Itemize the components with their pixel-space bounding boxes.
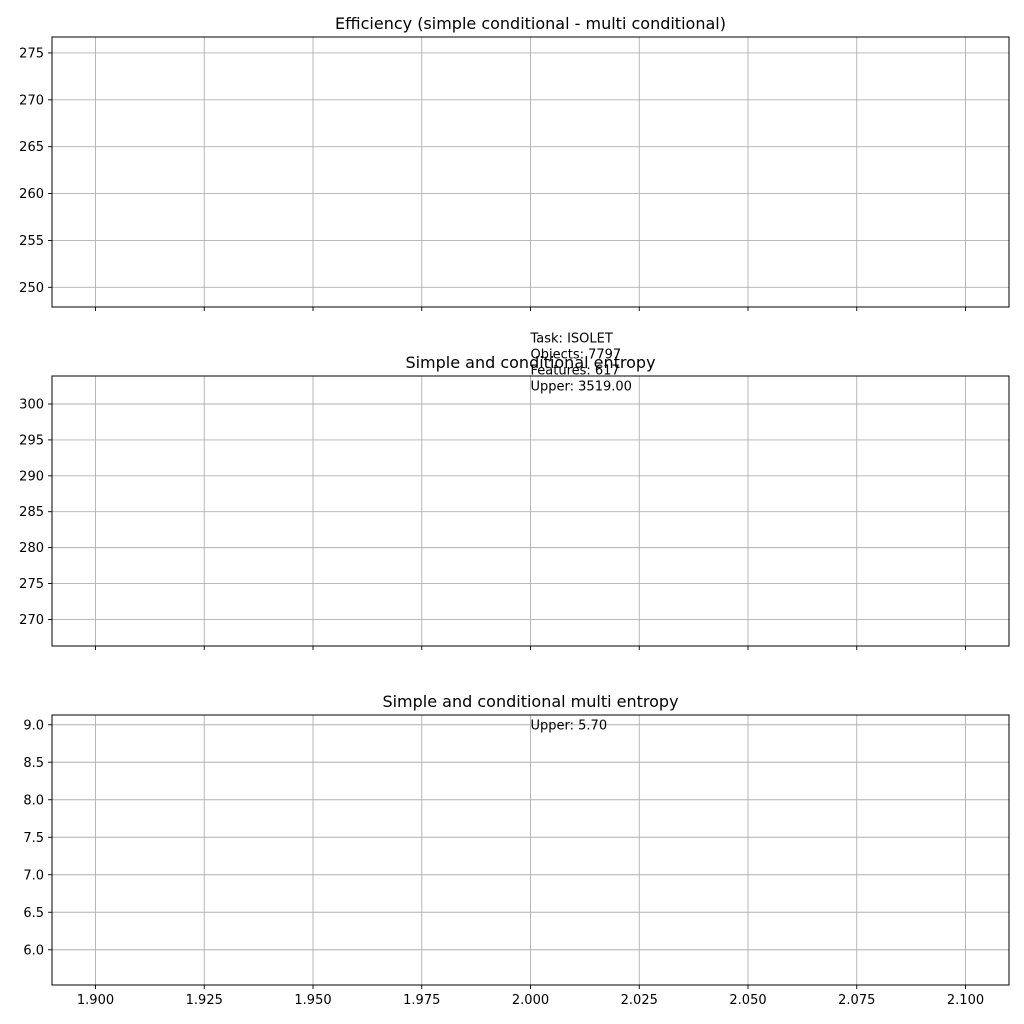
y-tick-label: 290 <box>19 469 44 484</box>
y-tick-label: 8.5 <box>23 756 44 771</box>
y-tick-label: 300 <box>19 398 44 413</box>
chart-title: Efficiency (simple conditional - multi c… <box>335 14 726 33</box>
axes-frame <box>51 36 1010 308</box>
efficiency-panel: 250 255 260 265 270 275 Efficiency (simple con… <box>19 14 1010 311</box>
y-tick-label: 285 <box>19 505 44 520</box>
y-tick-label: 255 <box>19 234 44 249</box>
x-tick-label: 2.000 <box>512 993 549 1008</box>
y-tick-label: 7.5 <box>23 831 44 846</box>
x-tick-label: 2.100 <box>947 993 984 1008</box>
chart-title: Simple and conditional multi entropy <box>382 692 678 711</box>
x-tick-label: 2.075 <box>838 993 875 1008</box>
y-tick-label: 7.0 <box>23 868 44 883</box>
x-tick-label: 1.950 <box>294 993 331 1008</box>
multi-entropy-panel: 1.900 1.925 1.950 1.975 2.000 2.025 2.050 2.075… <box>23 692 1010 1008</box>
y-tick-label: 260 <box>19 187 44 202</box>
annotation-text: Upper: 3519.00 <box>531 379 632 394</box>
x-tick-label: 2.025 <box>621 993 658 1008</box>
annotation-text: Upper: 5.70 <box>531 718 608 733</box>
y-tick-label: 265 <box>19 140 44 155</box>
annotation-text: Task: ISOLET <box>530 332 613 347</box>
y-tick-label: 8.0 <box>23 793 44 808</box>
y-tick-label: 280 <box>19 541 44 556</box>
x-tick-label: 1.900 <box>77 993 114 1008</box>
annotation-text: Objects: 7797 <box>531 348 622 363</box>
y-tick-label: 270 <box>19 613 44 628</box>
x-tick-label: 1.975 <box>403 993 440 1008</box>
y-tick-label: 9.0 <box>23 718 44 733</box>
y-tick-label: 6.0 <box>23 943 44 958</box>
x-tick-label: 2.050 <box>729 993 766 1008</box>
y-tick-label: 6.5 <box>23 906 44 921</box>
y-tick-label: 275 <box>19 46 44 61</box>
axes-frame <box>51 714 1010 986</box>
x-tick-label: 1.925 <box>186 993 223 1008</box>
y-tick-label: 250 <box>19 281 44 296</box>
simple-conditional-entropy-panel: 270 275 280 285 290 295 300 Simple and conditio… <box>19 353 1010 650</box>
y-tick-label: 295 <box>19 433 44 448</box>
annotation-text: Features: 617 <box>531 364 620 379</box>
y-tick-label: 275 <box>19 577 44 592</box>
axes-frame <box>51 375 1010 647</box>
y-tick-label: 270 <box>19 93 44 108</box>
chart-title: Simple and conditional entropy <box>405 353 655 372</box>
